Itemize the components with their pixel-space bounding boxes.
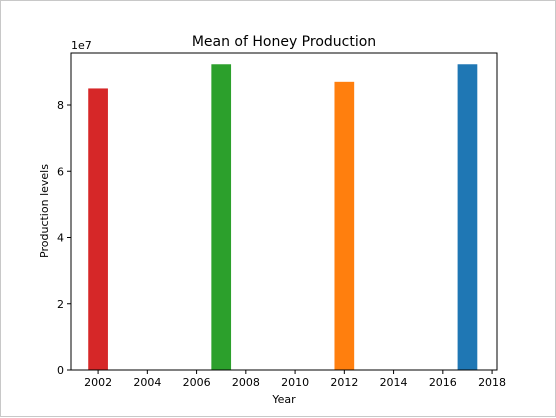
chart-title: Mean of Honey Production	[192, 34, 376, 50]
bar-2002	[88, 88, 108, 370]
x-axis-label: Year	[271, 393, 296, 406]
y-tick-label: 0	[57, 364, 64, 377]
x-tick-label: 2010	[281, 376, 309, 389]
x-tick-label: 2016	[429, 376, 457, 389]
x-tick-label: 2004	[133, 376, 161, 389]
y-axis: 0 2 4 6 8	[57, 99, 71, 377]
x-tick-label: 2012	[330, 376, 358, 389]
bar-2012	[334, 81, 355, 371]
y-tick-label: 6	[57, 165, 64, 178]
x-tick-label: 2002	[84, 376, 112, 389]
x-tick-label: 2006	[183, 376, 211, 389]
y-tick-label: 8	[57, 99, 64, 112]
x-tick-label: 2008	[232, 376, 260, 389]
bar-2017	[457, 64, 478, 371]
y-tick-label: 4	[57, 232, 64, 245]
x-tick-label: 2014	[380, 376, 408, 389]
y-tick-label: 2	[57, 298, 64, 311]
bar-2007	[211, 64, 232, 371]
y-axis-label: Production levels	[38, 164, 51, 258]
x-axis: 2002 2004 2006 2008 2010 2012 2014 2016 2018	[84, 370, 506, 389]
plot-area-frame	[70, 52, 498, 371]
x-tick-label: 2018	[478, 376, 506, 389]
y-offset-label: 1e7	[71, 39, 92, 52]
bars-layer	[88, 64, 478, 371]
